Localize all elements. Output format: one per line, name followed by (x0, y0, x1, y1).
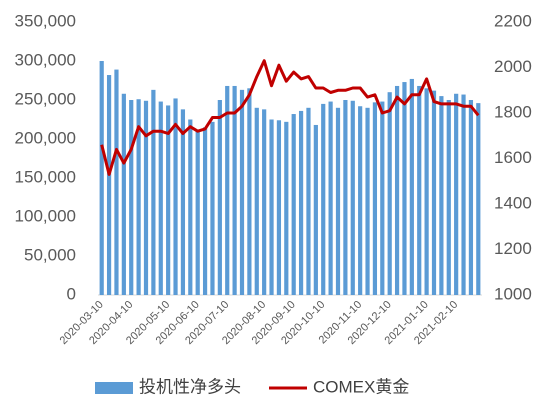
bar (343, 100, 348, 295)
y-tick-label: 50,000 (24, 245, 76, 264)
bar (210, 121, 215, 295)
y-tick-label: 350,000 (15, 11, 76, 30)
bar (284, 121, 289, 295)
bar (439, 96, 444, 295)
bar (202, 127, 208, 295)
bar (358, 106, 363, 296)
bar (476, 103, 481, 296)
bar (180, 109, 186, 295)
bar (99, 61, 104, 295)
bar (232, 85, 237, 296)
legend-swatch (95, 382, 133, 394)
bar (121, 93, 126, 295)
y2-tick-label: 1000 (494, 284, 532, 303)
bar (380, 101, 385, 295)
y2-tick-label: 2000 (494, 57, 532, 76)
bar (350, 100, 355, 295)
y2-tick-label: 1600 (494, 148, 532, 167)
y-tick-label: 250,000 (15, 89, 76, 108)
bar (431, 90, 437, 295)
bar (409, 78, 414, 295)
bar (365, 107, 370, 295)
bar (254, 107, 259, 295)
bar (468, 100, 474, 295)
bar (262, 109, 267, 295)
bar (276, 120, 282, 295)
bar (372, 102, 378, 295)
bar (306, 107, 311, 295)
bar (291, 114, 296, 295)
bar (424, 88, 429, 295)
bar (217, 100, 222, 295)
bar (446, 100, 451, 295)
y2-tick-label: 1400 (494, 193, 532, 212)
bar (225, 85, 230, 296)
y-tick-label: 200,000 (15, 128, 76, 147)
bar (454, 93, 459, 295)
bar (195, 131, 200, 295)
bar (239, 89, 245, 295)
bar (106, 75, 112, 295)
bar (136, 99, 141, 295)
bar (321, 103, 326, 296)
y2-tick-label: 2200 (494, 11, 532, 30)
bar (158, 101, 163, 295)
legend-label: 投机性净多头 (139, 377, 241, 396)
bar (387, 92, 392, 295)
bar (166, 105, 171, 296)
bar (151, 89, 156, 295)
y-tick-label: 300,000 (15, 50, 76, 69)
legend-label: COMEX黄金 (313, 377, 409, 396)
bar (269, 119, 274, 295)
bar (188, 119, 193, 295)
y2-tick-label: 1200 (494, 239, 532, 258)
y-tick-label: 150,000 (15, 167, 76, 186)
y-tick-label: 100,000 (15, 206, 76, 225)
bar (129, 100, 134, 295)
bar (328, 101, 333, 295)
bar (298, 110, 304, 295)
y2-tick-label: 1800 (494, 102, 532, 121)
y-tick-label: 0 (67, 284, 76, 303)
bar (402, 82, 407, 295)
bar (417, 85, 422, 296)
bar (114, 69, 119, 295)
line (100, 59, 480, 176)
bar (461, 94, 466, 295)
bar (394, 85, 400, 296)
bar (335, 107, 341, 295)
bar (247, 88, 252, 295)
bar (173, 98, 178, 295)
bar (313, 124, 318, 296)
bar (143, 100, 149, 295)
